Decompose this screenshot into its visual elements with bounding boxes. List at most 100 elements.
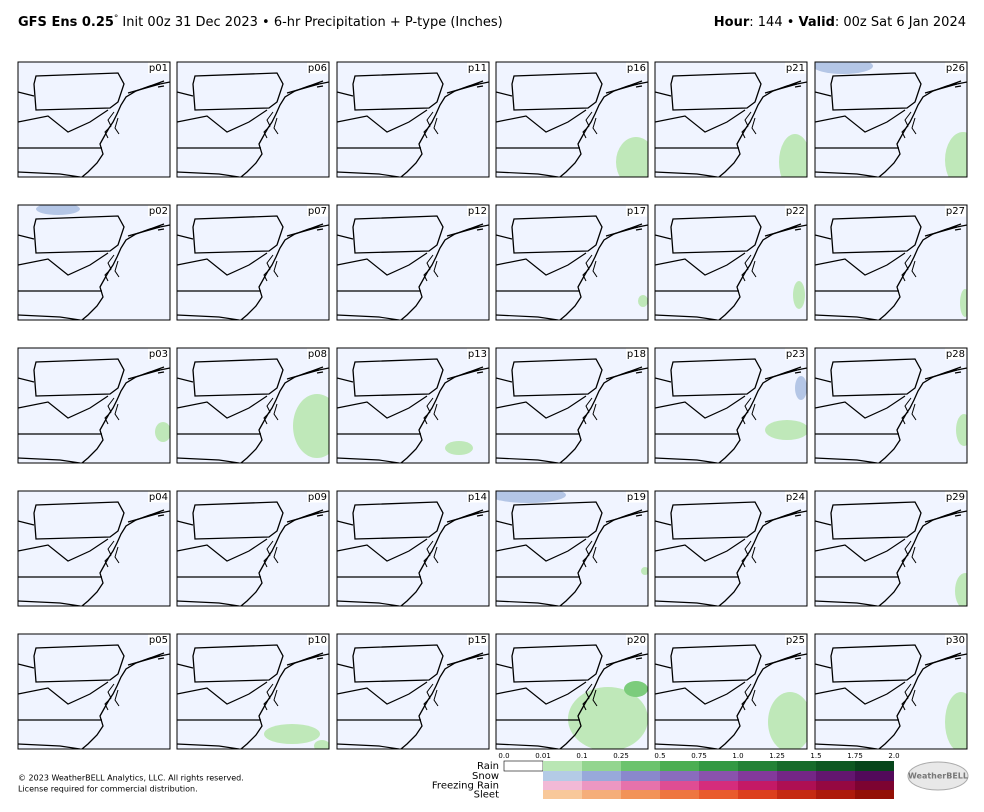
legend-swatch	[621, 771, 660, 781]
panel-label: p02	[149, 206, 168, 217]
legend-swatch	[543, 781, 582, 790]
panel-label: p01	[149, 63, 168, 74]
map-inner	[496, 205, 648, 320]
panel-label: p13	[468, 349, 487, 360]
map-panel: p25	[654, 633, 808, 750]
legend-swatch	[660, 790, 699, 799]
map-inner	[655, 491, 807, 606]
legend-swatch	[503, 760, 544, 772]
map-frame	[336, 347, 490, 464]
legend-swatch	[660, 761, 699, 771]
label-bg	[467, 491, 488, 503]
map-inner	[815, 62, 967, 177]
map-panel: p04	[17, 490, 171, 607]
license: License required for commercial distribu…	[18, 785, 198, 794]
copyright: © 2023 WeatherBELL Analytics, LLC. All r…	[18, 774, 244, 783]
legend-tick: 1.0	[732, 752, 743, 760]
legend-swatch	[855, 771, 894, 781]
precip-area	[945, 692, 967, 749]
precip-area	[616, 137, 648, 177]
map-frame	[495, 490, 649, 607]
panel-label: p27	[946, 206, 965, 217]
map-panel: p26	[814, 61, 968, 178]
map-frame	[495, 633, 649, 750]
map-panel: p10	[176, 633, 330, 750]
panel-label: p28	[946, 349, 965, 360]
map-panel: p02	[17, 204, 171, 321]
map-inner	[177, 205, 329, 320]
legend-swatch	[543, 761, 582, 771]
legend-swatch	[582, 761, 621, 771]
legend-swatch	[855, 790, 894, 799]
legend-tick: 0.1	[576, 752, 587, 760]
legend-tick: 0.75	[691, 752, 707, 760]
panel-label: p14	[468, 492, 487, 503]
panel-label: p11	[468, 63, 487, 74]
legend-tick: 0.01	[535, 752, 551, 760]
legend-swatch	[699, 781, 738, 790]
precip-area	[815, 62, 873, 74]
map-panel: p18	[495, 347, 649, 464]
precip-area	[293, 394, 329, 458]
map-inner	[337, 62, 489, 177]
map-inner	[655, 348, 807, 463]
legend-row-label: Freezing Rain	[432, 781, 499, 792]
label-bg	[945, 348, 966, 360]
panel-label: p04	[149, 492, 168, 503]
map-panel: p09	[176, 490, 330, 607]
label-bg	[148, 62, 169, 74]
label-bg	[626, 205, 647, 217]
label-bg	[148, 634, 169, 646]
map-frame	[17, 61, 171, 178]
map-frame	[495, 347, 649, 464]
map-inner	[655, 62, 807, 177]
legend-swatch	[582, 771, 621, 781]
map-frame	[17, 633, 171, 750]
legend-tick: 0.25	[613, 752, 629, 760]
precip-area	[955, 573, 967, 606]
label-bg	[785, 491, 806, 503]
panel-label: p20	[627, 635, 646, 646]
precip-area	[445, 441, 473, 455]
legend-swatch	[777, 771, 816, 781]
panel-label: p21	[786, 63, 805, 74]
legend-tick: 1.25	[769, 752, 785, 760]
map-inner	[337, 634, 489, 749]
precip-area	[155, 422, 170, 442]
label-bg	[148, 348, 169, 360]
map-panel: p21	[654, 61, 808, 178]
precip-area	[945, 132, 967, 177]
map-inner	[18, 634, 170, 749]
map-inner	[177, 491, 329, 606]
label-bg	[626, 348, 647, 360]
precip-area	[795, 376, 807, 400]
map-inner	[177, 62, 329, 177]
map-frame	[176, 633, 330, 750]
map-frame	[814, 204, 968, 321]
legend-swatch	[738, 771, 777, 781]
panel-label: p23	[786, 349, 805, 360]
panels: p01 p02 p03 p04 p05 p06 p07 p08 p09 p10 p11 p12 p13 p…	[17, 61, 968, 750]
label-bg	[945, 205, 966, 217]
logo: WeatherBELL	[908, 772, 968, 781]
map-frame	[495, 204, 649, 321]
legend-row-label: Snow	[472, 771, 499, 782]
legend-row-label: Sleet	[474, 790, 499, 801]
map-frame	[654, 347, 808, 464]
map-frame	[176, 204, 330, 321]
label-bg	[467, 348, 488, 360]
panel-label: p29	[946, 492, 965, 503]
label-bg	[785, 348, 806, 360]
map-panel: p08	[176, 347, 330, 464]
valid-time: Hour: 144 • Valid: 00z Sat 6 Jan 2024	[714, 15, 966, 30]
label-bg	[945, 491, 966, 503]
map-inner	[337, 491, 489, 606]
map-panel: p28	[814, 347, 968, 464]
map-frame	[814, 347, 968, 464]
precip-area	[496, 491, 566, 503]
label-bg	[307, 62, 328, 74]
map-frame	[654, 61, 808, 178]
label-bg	[467, 62, 488, 74]
panel-label: p17	[627, 206, 646, 217]
map-panel: p06	[176, 61, 330, 178]
